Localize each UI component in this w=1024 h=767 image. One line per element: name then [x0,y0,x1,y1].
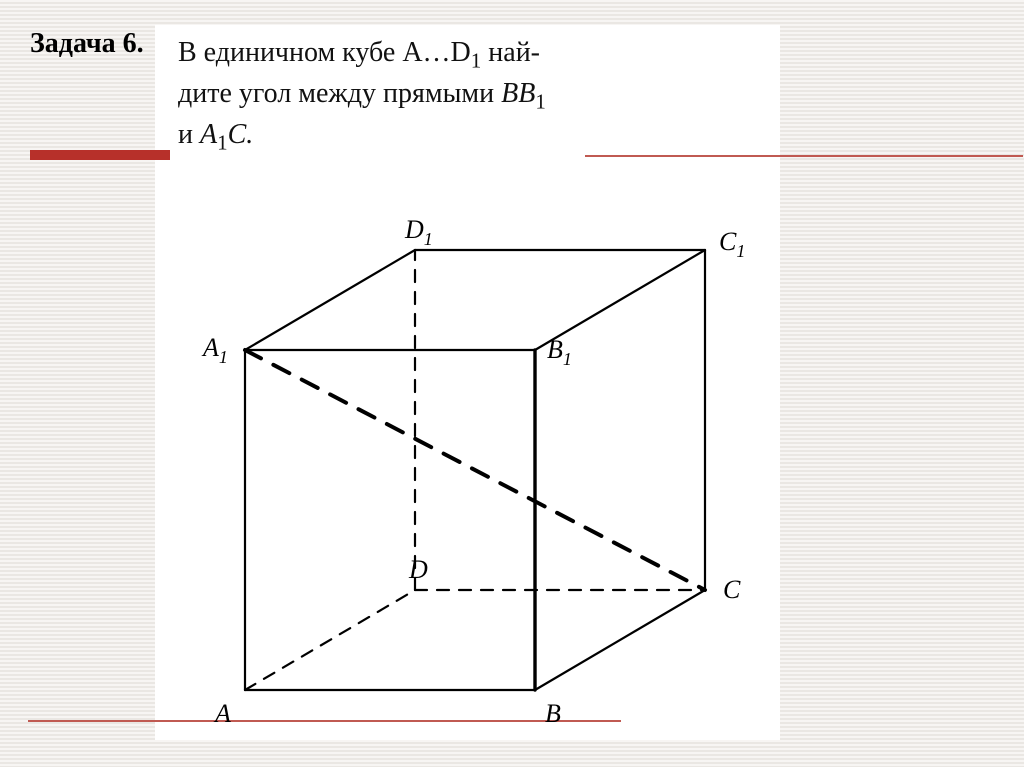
cube-diagram: A B C D A1 B1 C1 D1 [165,190,765,740]
line2-pre: дите угол между прямыми [178,78,501,109]
problem-title: Задача 6. [30,28,144,60]
vertex-label-c1: C1 [719,227,745,261]
line3-c: C. [228,119,254,150]
accent-bar [30,150,170,160]
line3-a1: A [200,119,217,150]
problem-statement: В единичном кубе A…D1 най- дите угол меж… [178,34,778,157]
line3-pre: и [178,119,200,150]
vertex-label-c: C [723,575,741,604]
vertex-label-a: A [213,699,231,728]
cube-edge [245,250,415,350]
vertex-label-b: B [545,699,561,728]
line1-sub: 1 [471,49,482,73]
vertex-label-a1: A1 [201,333,228,367]
problem-line-2: дите угол между прямыми BB1 [178,75,778,116]
line3-a1sub: 1 [217,130,228,154]
cube-edge-hidden [245,590,415,690]
line1-pre: В единичном кубе A…D [178,37,471,68]
problem-line-1: В единичном кубе A…D1 най- [178,34,778,75]
line2-bb: BB [501,78,535,109]
cube-diagonal [245,350,705,590]
vertex-label-b1: B1 [547,335,572,369]
cube-edge [535,590,705,690]
line2-sub: 1 [535,90,546,114]
line1-tail: най- [481,37,540,68]
slide-page: Задача 6. В единичном кубе A…D1 най- дит… [0,0,1024,767]
problem-line-3: и A1C. [178,116,778,157]
vertex-label-d1: D1 [404,215,433,249]
vertex-label-d: D [408,555,428,584]
